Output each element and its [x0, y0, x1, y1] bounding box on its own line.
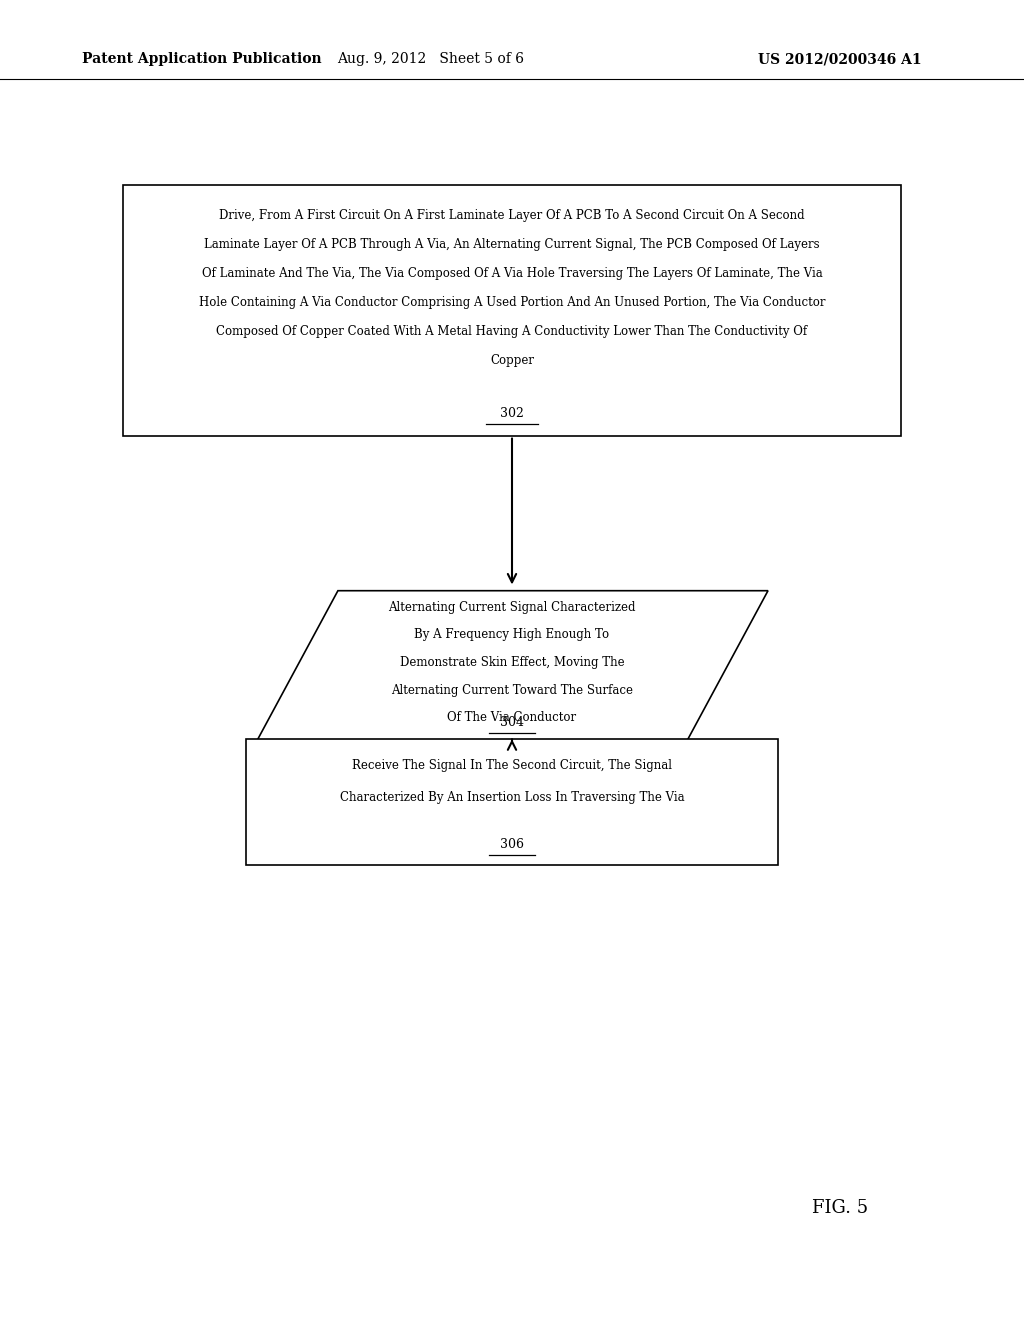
Text: 306: 306: [500, 838, 524, 851]
FancyBboxPatch shape: [246, 739, 778, 865]
Polygon shape: [256, 591, 768, 742]
Text: Patent Application Publication: Patent Application Publication: [82, 53, 322, 66]
Text: Copper: Copper: [490, 354, 534, 367]
Text: By A Frequency High Enough To: By A Frequency High Enough To: [415, 628, 609, 642]
Text: Of The Via Conductor: Of The Via Conductor: [447, 711, 577, 725]
Text: 302: 302: [500, 407, 524, 420]
Text: Receive The Signal In The Second Circuit, The Signal: Receive The Signal In The Second Circuit…: [352, 759, 672, 772]
Text: 304: 304: [500, 717, 524, 729]
Text: FIG. 5: FIG. 5: [812, 1199, 867, 1217]
Text: Composed Of Copper Coated With A Metal Having A Conductivity Lower Than The Cond: Composed Of Copper Coated With A Metal H…: [216, 325, 808, 338]
Text: Drive, From A First Circuit On A First Laminate Layer Of A PCB To A Second Circu: Drive, From A First Circuit On A First L…: [219, 209, 805, 222]
Text: Of Laminate And The Via, The Via Composed Of A Via Hole Traversing The Layers Of: Of Laminate And The Via, The Via Compose…: [202, 267, 822, 280]
Text: Laminate Layer Of A PCB Through A Via, An Alternating Current Signal, The PCB Co: Laminate Layer Of A PCB Through A Via, A…: [204, 238, 820, 251]
Text: Alternating Current Signal Characterized: Alternating Current Signal Characterized: [388, 601, 636, 614]
FancyBboxPatch shape: [123, 185, 901, 436]
Text: Aug. 9, 2012   Sheet 5 of 6: Aug. 9, 2012 Sheet 5 of 6: [337, 53, 523, 66]
Text: US 2012/0200346 A1: US 2012/0200346 A1: [758, 53, 922, 66]
Text: Demonstrate Skin Effect, Moving The: Demonstrate Skin Effect, Moving The: [399, 656, 625, 669]
Text: Hole Containing A Via Conductor Comprising A Used Portion And An Unused Portion,: Hole Containing A Via Conductor Comprisi…: [199, 296, 825, 309]
Text: Characterized By An Insertion Loss In Traversing The Via: Characterized By An Insertion Loss In Tr…: [340, 791, 684, 804]
Text: Alternating Current Toward The Surface: Alternating Current Toward The Surface: [391, 684, 633, 697]
